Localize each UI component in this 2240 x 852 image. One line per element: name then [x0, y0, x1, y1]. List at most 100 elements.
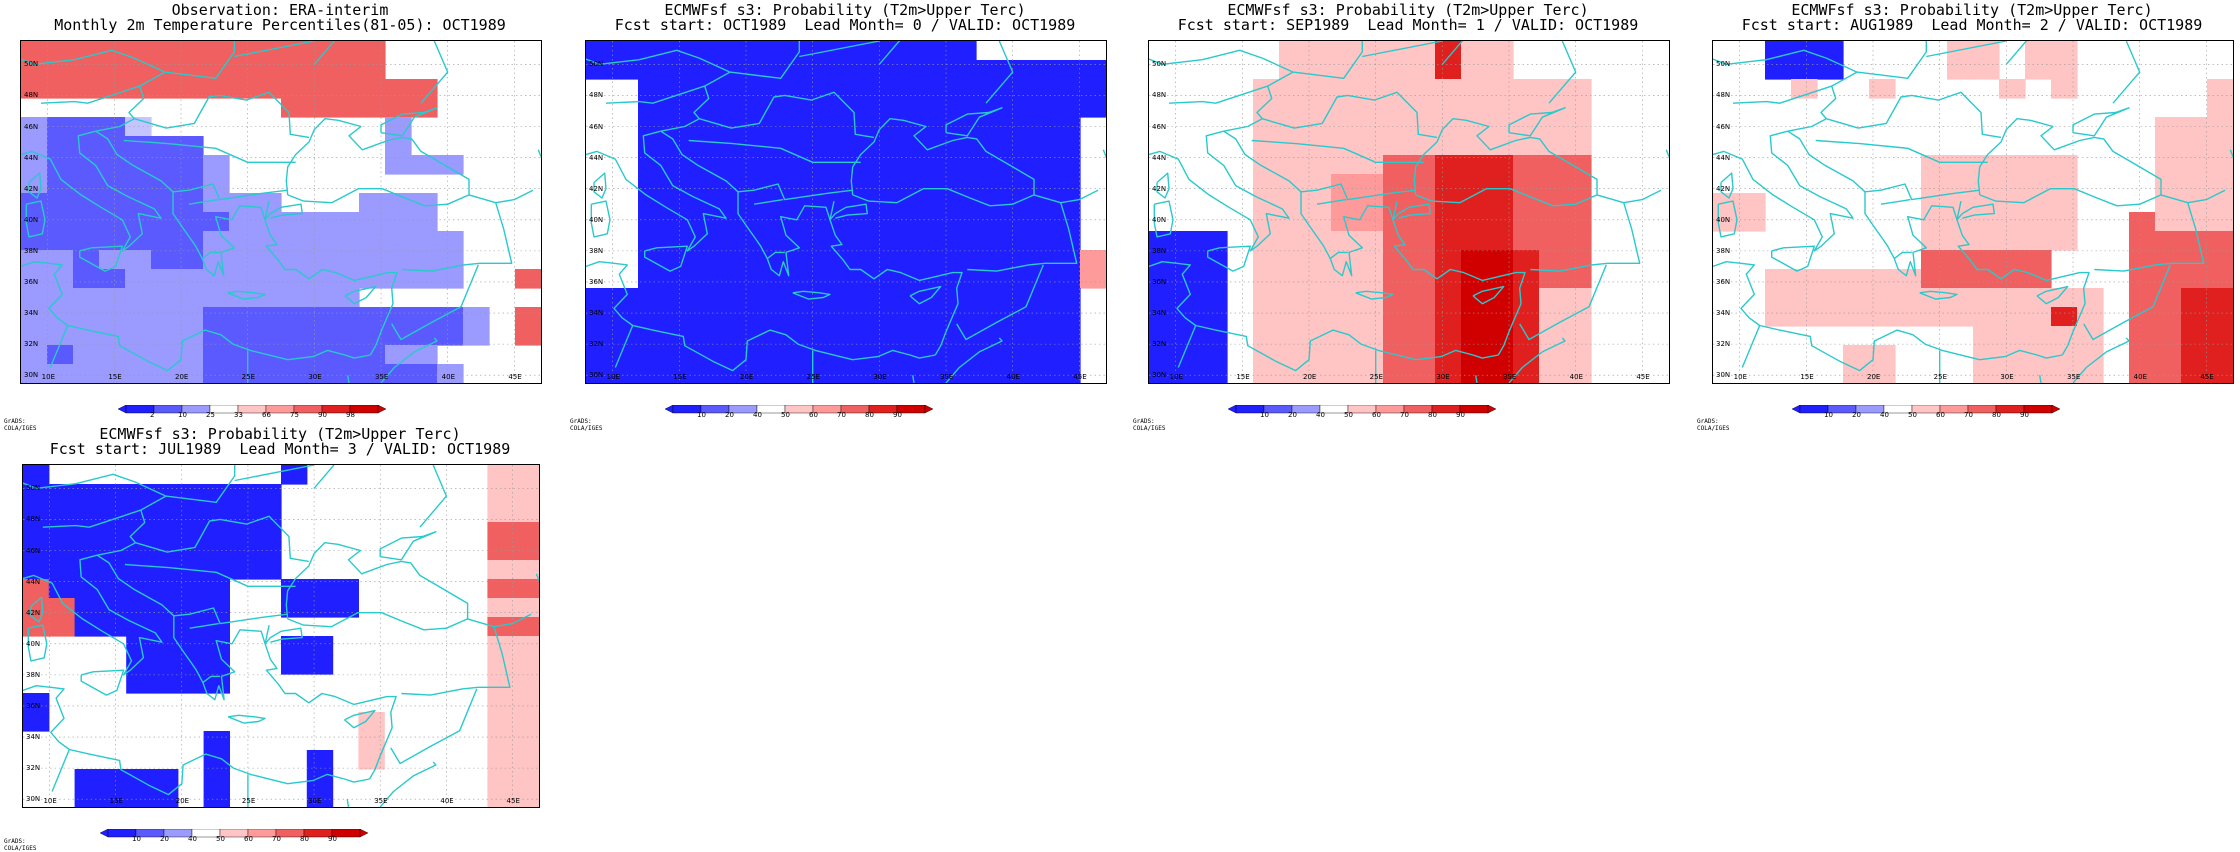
grid-cell — [487, 750, 514, 770]
grid-cell — [203, 60, 230, 80]
grid-cell — [742, 193, 769, 213]
grid-cell — [1054, 174, 1081, 194]
grid-cell — [48, 560, 76, 580]
grid-cell — [1513, 79, 1540, 99]
grid-cell — [1565, 345, 1592, 365]
lat-tick-label: 46N — [1716, 122, 1731, 131]
grid-cell — [513, 484, 539, 504]
grid-cell — [1253, 193, 1280, 213]
grid-cell — [2051, 155, 2078, 175]
grid-cell — [742, 250, 769, 270]
grid-cell — [742, 364, 769, 383]
grid-cell — [638, 231, 665, 251]
grid-cell — [513, 693, 539, 713]
grid-cell — [976, 174, 1003, 194]
grid-cell — [690, 136, 717, 156]
grid-cell — [203, 193, 230, 213]
grid-cell — [1921, 250, 1948, 270]
grid-cell — [2025, 155, 2052, 175]
grid-cell — [99, 193, 126, 213]
colorbar-label: 10 — [132, 835, 141, 843]
grid-cell — [1357, 326, 1384, 346]
grid-cell — [1973, 307, 2000, 327]
grid-cell — [872, 60, 899, 80]
grid-cell — [99, 364, 126, 383]
grid-cell — [2181, 155, 2208, 175]
grid-cell — [359, 60, 386, 80]
grid-cell — [1999, 345, 2026, 365]
grid-cell — [281, 465, 308, 485]
grid-cell — [229, 522, 256, 542]
grid-cell — [2077, 288, 2104, 308]
graticule — [1713, 41, 2233, 383]
lat-tick-label: 42N — [24, 184, 39, 193]
grid-cell — [612, 307, 639, 327]
grid-cell — [924, 79, 951, 99]
lat-tick-label: 32N — [589, 340, 604, 349]
grid-cell — [1999, 269, 2026, 289]
grid-cell — [1201, 307, 1228, 327]
lat-tick-label: 46N — [24, 122, 39, 131]
grid-cell — [229, 212, 256, 232]
colorbar-label: 10 — [1260, 411, 1269, 419]
grid-cell — [359, 212, 386, 232]
grid-cell — [1383, 79, 1410, 99]
grid-cell — [664, 193, 691, 213]
grid-cell — [1565, 326, 1592, 346]
grid-cell — [411, 364, 438, 383]
grid-cell — [586, 307, 613, 327]
grid-cell — [2025, 41, 2052, 61]
grid-cell — [2181, 364, 2208, 383]
grid-cell — [1539, 98, 1566, 118]
lat-tick-label: 44N — [1716, 153, 1731, 162]
grid-cell — [950, 212, 977, 232]
grid-cell — [1357, 307, 1384, 327]
grid-cell — [23, 522, 50, 542]
grid-cell — [152, 579, 179, 599]
grid-cell — [307, 60, 334, 80]
grid-cell — [47, 155, 74, 175]
lat-tick-label: 48N — [1716, 91, 1731, 100]
grid-cell — [820, 174, 847, 194]
grid-cell — [664, 117, 691, 137]
grid-cell — [846, 231, 873, 251]
grid-cell — [1331, 345, 1358, 365]
grid-cell — [229, 269, 256, 289]
map-plot-area: 30N 32N 34N 36N 38N 40N 42N 44N 46N 48N 50N 10E 15E 2… — [1148, 40, 1670, 384]
grid-cell — [742, 231, 769, 251]
grid-cell — [1435, 41, 1462, 61]
grid-cell — [898, 307, 925, 327]
grid-cell — [99, 155, 126, 175]
grid-cell — [794, 250, 821, 270]
grid-cell — [1305, 288, 1332, 308]
grid-cell — [872, 326, 899, 346]
grid-cell — [2181, 174, 2208, 194]
grid-cell — [306, 769, 334, 789]
colorbar-label: 60 — [1372, 411, 1381, 419]
lat-tick-label: 32N — [1152, 340, 1167, 349]
grid-cell — [1201, 345, 1228, 365]
grid-cell — [1765, 269, 1792, 289]
grid-cell — [820, 60, 847, 80]
grid-cell — [125, 364, 152, 383]
grid-cell — [203, 655, 230, 675]
grid-cell — [1461, 193, 1488, 213]
grid-cell — [306, 579, 334, 599]
grid-cell — [255, 269, 282, 289]
grid-cell — [1253, 155, 1280, 175]
grid-cell — [281, 307, 308, 327]
grid-cell — [820, 288, 847, 308]
grid-cell — [1149, 345, 1176, 365]
grid-cell — [1461, 307, 1488, 327]
grid-cell — [898, 212, 925, 232]
grid-cell — [638, 41, 665, 61]
grid-cell — [1357, 231, 1384, 251]
grid-cell — [47, 326, 74, 346]
grid-cell — [513, 712, 539, 732]
grid-cell — [1947, 174, 1974, 194]
grid-cell — [411, 269, 438, 289]
lon-tick-label: 40E — [441, 373, 455, 381]
grid-cell — [151, 364, 178, 383]
grid-cell — [1080, 60, 1106, 80]
grid-cell — [1357, 174, 1384, 194]
